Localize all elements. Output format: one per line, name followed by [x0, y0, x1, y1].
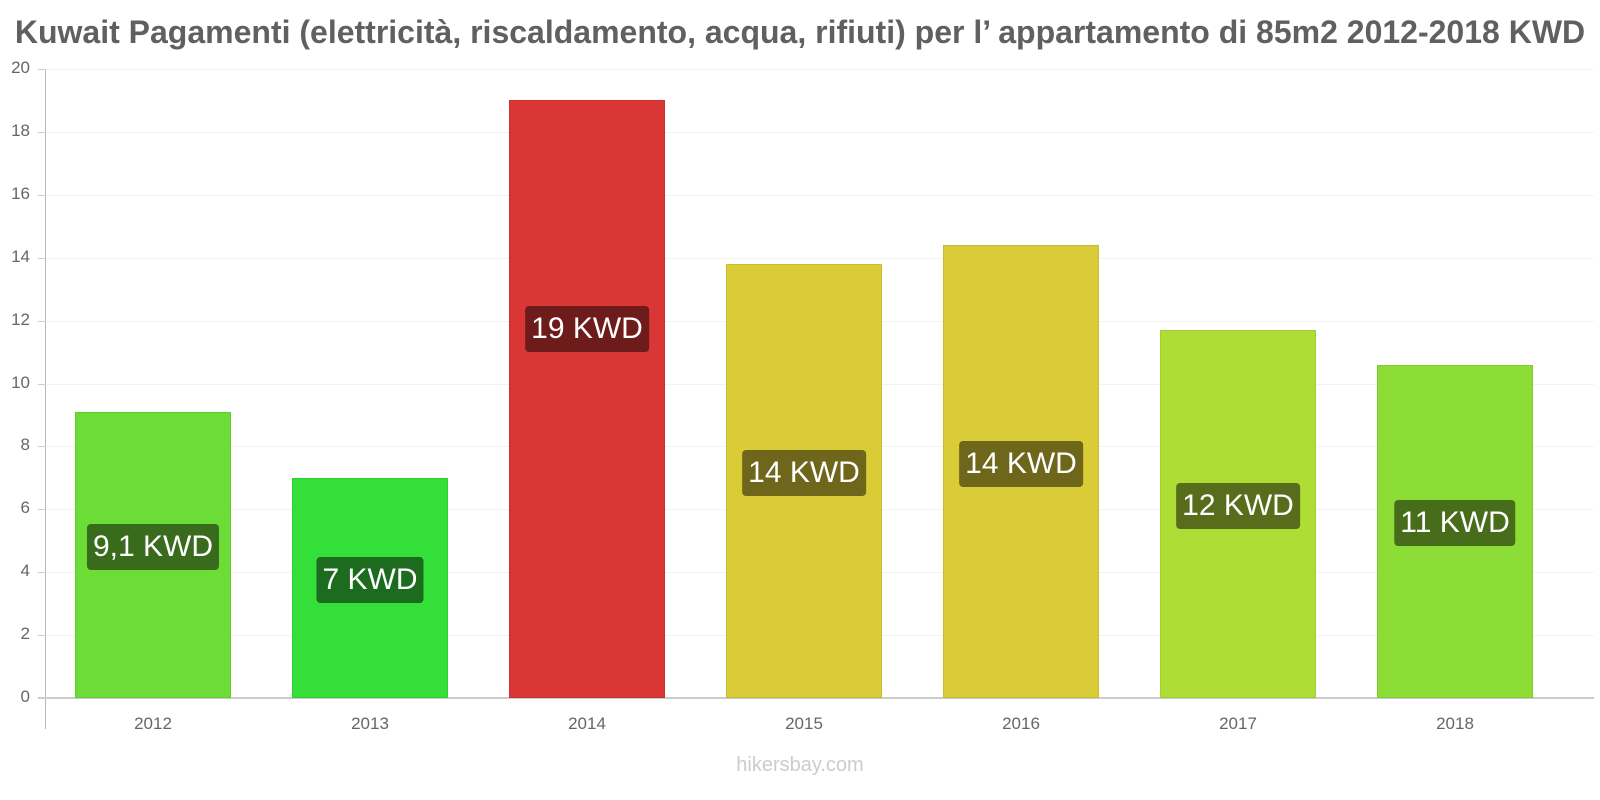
x-axis-line — [38, 697, 1594, 699]
y-tick-label: 6 — [20, 498, 30, 517]
bar-value-label: 9,1 KWD — [86, 523, 220, 570]
gridline — [46, 258, 1594, 259]
y-tick-mark — [38, 446, 46, 447]
y-tick-label: 0 — [20, 687, 30, 706]
y-tick-label: 14 — [11, 247, 30, 266]
bar-value-label: 19 KWD — [525, 306, 649, 353]
bar-value-label: 7 KWD — [316, 556, 424, 603]
y-tick-mark — [38, 132, 46, 133]
bar-value-label: 12 KWD — [1176, 483, 1300, 530]
y-tick-label: 20 — [11, 58, 30, 77]
y-tick-mark — [38, 69, 46, 70]
y-tick-mark — [38, 258, 46, 259]
x-tick-label: 2017 — [1219, 714, 1257, 733]
bar-value-label: 14 KWD — [742, 449, 866, 496]
y-tick-label: 16 — [11, 184, 30, 203]
y-tick-label: 18 — [11, 121, 30, 140]
x-tick-label: 2015 — [785, 714, 823, 733]
y-tick-mark — [38, 195, 46, 196]
y-tick-mark — [38, 321, 46, 322]
x-tick-label: 2012 — [134, 714, 172, 733]
bar-2014[interactable] — [509, 100, 665, 698]
gridline — [46, 195, 1594, 196]
x-tick-label: 2014 — [568, 714, 606, 733]
y-tick-label: 4 — [20, 561, 30, 580]
y-tick-mark — [38, 384, 46, 385]
x-tick-label: 2016 — [1002, 714, 1040, 733]
gridline — [46, 132, 1594, 133]
y-tick-mark — [38, 572, 46, 573]
y-tick-mark — [38, 509, 46, 510]
x-tick-label: 2013 — [351, 714, 389, 733]
y-tick-mark — [38, 635, 46, 636]
y-tick-mark — [38, 698, 46, 699]
y-tick-label: 2 — [20, 624, 30, 643]
bar-value-label: 14 KWD — [959, 440, 1083, 487]
chart-title: Kuwait Pagamenti (elettricità, riscaldam… — [14, 14, 1586, 50]
y-axis-line — [45, 69, 46, 729]
x-tick-label: 2018 — [1436, 714, 1474, 733]
y-tick-label: 10 — [11, 373, 30, 392]
bar-value-label: 11 KWD — [1394, 500, 1516, 547]
y-tick-label: 8 — [20, 435, 30, 454]
gridline — [46, 69, 1594, 70]
y-tick-label: 12 — [11, 310, 30, 329]
watermark: hikersbay.com — [736, 754, 864, 776]
